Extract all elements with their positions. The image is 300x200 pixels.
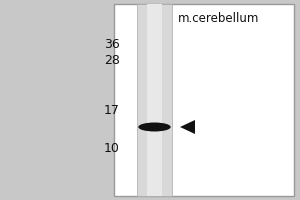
Bar <box>147 4 162 196</box>
Text: m.cerebellum: m.cerebellum <box>178 12 260 25</box>
Ellipse shape <box>138 122 171 132</box>
Text: 17: 17 <box>104 104 120 116</box>
Text: 10: 10 <box>104 142 120 154</box>
Bar <box>114 4 294 196</box>
Bar <box>136 4 172 196</box>
Text: 36: 36 <box>104 38 120 50</box>
Polygon shape <box>180 120 195 134</box>
Text: 28: 28 <box>104 53 120 66</box>
